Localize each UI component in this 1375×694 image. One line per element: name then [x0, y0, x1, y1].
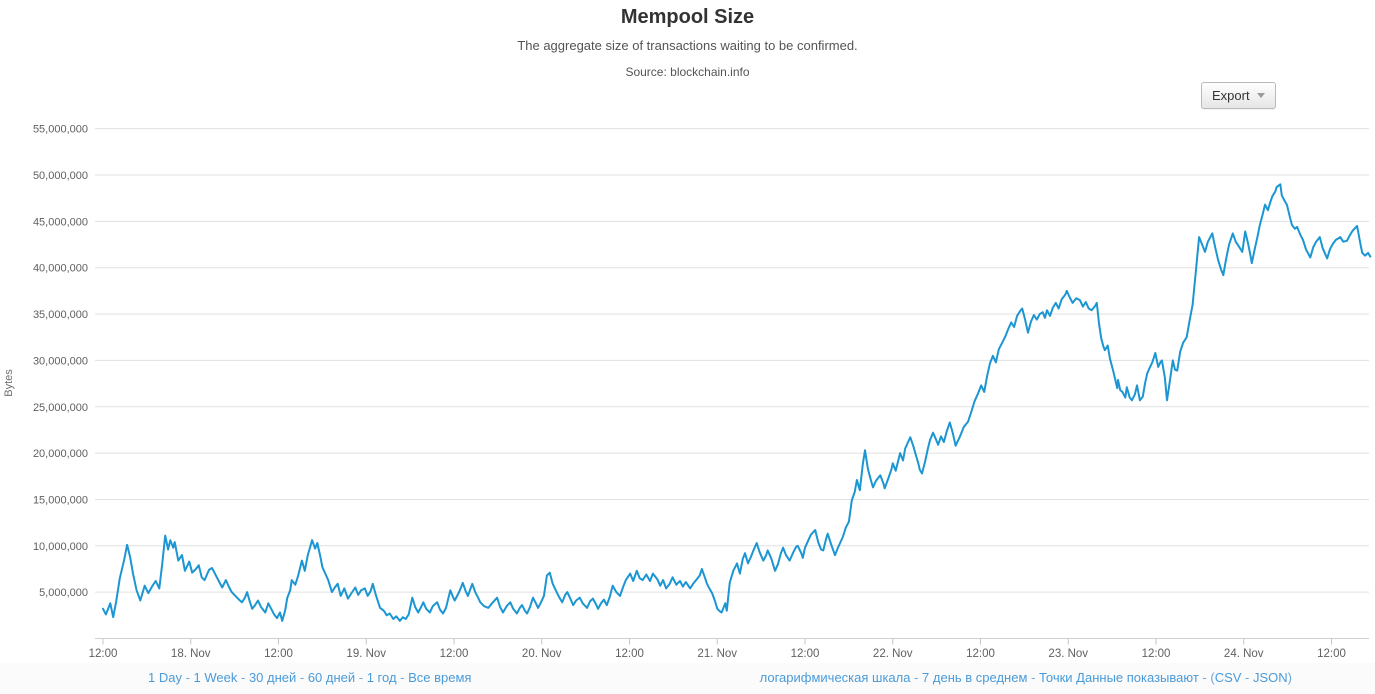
- x-axis-label: 22. Nov: [873, 648, 913, 660]
- x-axis-label: 21. Nov: [697, 648, 737, 660]
- link-separator: ): [1287, 670, 1292, 685]
- x-axis-label: 20. Nov: [522, 648, 562, 660]
- chart-subtitle: The aggregate size of transactions waiti…: [517, 38, 858, 53]
- footer-link[interactable]: CSV: [1214, 670, 1242, 685]
- y-axis-label: 10,000,000: [33, 541, 88, 553]
- link-separator: -: [296, 670, 308, 685]
- page-title: Mempool Size: [620, 6, 755, 28]
- export-button[interactable]: Export: [1201, 82, 1276, 109]
- y-axis-label: 5,000,000: [39, 587, 88, 599]
- footer-link[interactable]: 60 дней: [307, 670, 356, 685]
- y-axis-label: 50,000,000: [33, 170, 88, 182]
- link-separator: -: [910, 670, 923, 685]
- x-axis-label: 12:00: [89, 648, 118, 660]
- chart-plot-area: 5,000,000 10,000,000 15,000,000 20,000,000 2…: [3, 124, 1372, 660]
- x-axis-label: 24. Nov: [1224, 648, 1264, 660]
- x-axis-label: 12:00: [966, 648, 995, 660]
- footer-link[interactable]: Все время: [408, 670, 472, 685]
- x-axis-label: 12:00: [615, 648, 644, 660]
- caret-down-icon: [1256, 93, 1265, 98]
- footer-link[interactable]: 1 Week: [193, 670, 238, 685]
- y-axis-label: 45,000,000: [33, 216, 88, 228]
- link-separator: -: [181, 670, 194, 685]
- footer-link[interactable]: 1 год: [366, 670, 397, 685]
- x-axis-label: 18. Nov: [171, 648, 211, 660]
- zoom-links: 1 Day - 1 Week - 30 дней - 60 дней - 1 г…: [148, 670, 471, 685]
- footer-link[interactable]: Точки Данные показывают: [1038, 670, 1199, 685]
- footer-link[interactable]: 7 день в среднем: [922, 670, 1028, 685]
- y-axis-title: Bytes: [3, 369, 15, 397]
- x-axis-label: 12:00: [791, 648, 820, 660]
- y-axis-label: 25,000,000: [33, 402, 88, 414]
- link-separator: -: [1027, 670, 1039, 685]
- y-axis-label: 30,000,000: [33, 355, 88, 367]
- series-line: [102, 183, 1372, 622]
- footer-link[interactable]: 1 Day: [148, 670, 182, 685]
- x-axis-label: 19. Nov: [346, 648, 386, 660]
- link-separator: -: [355, 670, 367, 685]
- x-axis-label: 12:00: [264, 648, 293, 660]
- y-axis-label: 55,000,000: [33, 124, 88, 136]
- x-axis-label: 23. Nov: [1048, 648, 1088, 660]
- footer-link[interactable]: логарифмическая шкала: [759, 670, 911, 685]
- y-axis-label: 40,000,000: [33, 263, 88, 275]
- option-links: логарифмическая шкала - 7 день в среднем…: [760, 670, 1292, 685]
- y-axis-label: 15,000,000: [33, 494, 88, 506]
- chart-footer: 1 Day - 1 Week - 30 дней - 60 дней - 1 г…: [0, 663, 1375, 694]
- y-axis-label: 35,000,000: [33, 309, 88, 321]
- footer-link[interactable]: 30 дней: [248, 670, 297, 685]
- link-separator: -: [237, 670, 249, 685]
- footer-link[interactable]: JSON: [1252, 670, 1288, 685]
- x-axis-label: 12:00: [1142, 648, 1171, 660]
- link-separator: -: [1241, 670, 1253, 685]
- link-separator: - (: [1198, 670, 1215, 685]
- export-button-label: Export: [1212, 88, 1250, 103]
- x-axis-label: 12:00: [1317, 648, 1346, 660]
- y-axis-label: 20,000,000: [33, 448, 88, 460]
- chart-source: Source: blockchain.info: [625, 65, 750, 79]
- x-axis-label: 12:00: [440, 648, 469, 660]
- link-separator: -: [396, 670, 409, 685]
